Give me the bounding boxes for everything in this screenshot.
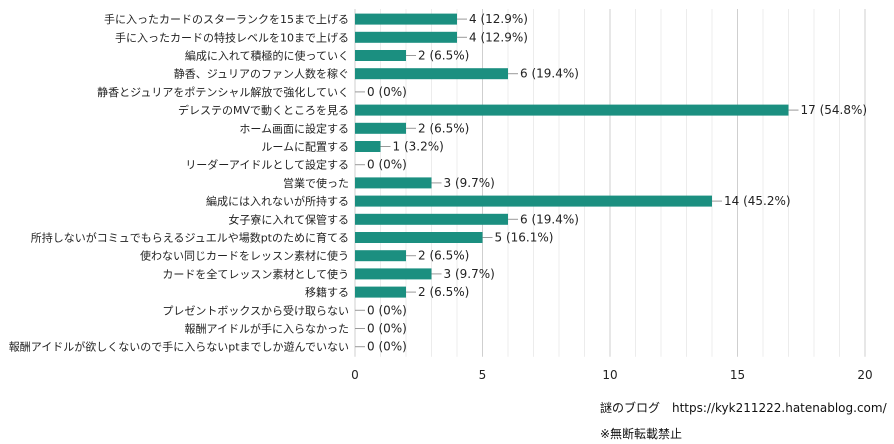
value-label: 14 (45.2%)	[724, 194, 791, 208]
value-label: 3 (9.7%)	[444, 176, 495, 190]
x-axis-ticks: 0 5 10 15 20	[351, 368, 872, 382]
category-label: 報酬アイドルが欲しくないので手に入らないptまでしか遊んでいない	[9, 340, 349, 354]
category-label: ルームに配置する	[261, 141, 349, 154]
bar	[355, 250, 406, 262]
blog-credit: 謎のブログ https://kyk211222.hatenablog.com/	[600, 401, 887, 415]
value-label: 17 (54.8%)	[801, 103, 868, 117]
bar	[355, 13, 457, 25]
bar	[355, 122, 406, 134]
value-label: 5 (16.1%)	[495, 231, 554, 245]
bar	[355, 68, 508, 80]
value-label: 6 (19.4%)	[520, 67, 579, 81]
value-label: 0 (0%)	[367, 340, 407, 354]
category-label: 女子寮に入れて保管する	[228, 212, 349, 226]
value-label: 3 (9.7%)	[444, 267, 495, 281]
bar	[355, 31, 457, 43]
value-label: 0 (0%)	[367, 85, 407, 99]
bar	[355, 195, 712, 207]
x-tick-label: 15	[730, 368, 745, 382]
category-label: 所持しないがコミュでもらえるジュエルや場数ptのために育てる	[31, 231, 349, 245]
bar	[355, 232, 483, 243]
bars	[355, 13, 789, 298]
bar	[355, 50, 406, 61]
x-tick-label: 20	[857, 368, 872, 382]
x-tick-label: 0	[351, 368, 359, 382]
category-label: リーダーアイドルとして設定する	[185, 158, 349, 172]
value-label: 2 (6.5%)	[418, 121, 469, 135]
x-tick-label: 5	[479, 368, 487, 382]
category-label: 静香、ジュリアのファン人数を稼ぐ	[174, 67, 349, 81]
category-label: ホーム画面に設定する	[239, 121, 349, 135]
value-label: 4 (12.9%)	[469, 30, 528, 44]
category-labels: 手に入ったカードのスターランクを15まで上げる手に入ったカードの特技レベルを10…	[9, 12, 349, 354]
value-label: 0 (0%)	[367, 158, 407, 172]
category-label: 手に入ったカードのスターランクを15まで上げる	[104, 12, 349, 26]
bar	[355, 141, 381, 152]
category-label: 手に入ったカードの特技レベルを10まで上げる	[115, 30, 349, 44]
category-label: カードを全てレッスン素材として使う	[162, 267, 349, 281]
value-label: 0 (0%)	[367, 303, 407, 317]
category-label: 移籍する	[305, 285, 349, 299]
x-tick-label: 10	[602, 368, 617, 382]
category-label: 編成には入れないが所持する	[206, 194, 349, 208]
gridlines	[354, 9, 866, 357]
bar	[355, 177, 432, 189]
category-label: 静香とジュリアをポテンシャル解放で強化していく	[97, 85, 349, 99]
bar	[355, 268, 432, 280]
value-label: 2 (6.5%)	[418, 285, 469, 299]
value-label: 2 (6.5%)	[418, 49, 469, 63]
bar	[355, 104, 789, 116]
category-label: 編成に入れて積極的に使っていく	[185, 49, 349, 63]
value-label: 0 (0%)	[367, 322, 407, 336]
value-label: 6 (19.4%)	[520, 212, 579, 226]
value-label: 4 (12.9%)	[469, 12, 528, 26]
value-label: 1 (3.2%)	[393, 140, 444, 154]
category-label: デレステのMVで動くところを見る	[178, 103, 349, 117]
copyright-notice: ※無断転載禁止	[600, 427, 683, 441]
value-label: 2 (6.5%)	[418, 249, 469, 263]
category-label: 使わない同じカードをレッスン素材に使う	[140, 249, 349, 263]
category-label: 報酬アイドルが手に入らなかった	[185, 322, 349, 336]
bar	[355, 213, 508, 225]
bar	[355, 286, 406, 298]
category-label: 営業で使った	[283, 176, 349, 190]
category-label: プレゼントボックスから受け取らない	[162, 304, 349, 317]
value-labels: 4 (12.9%)4 (12.9%)2 (6.5%)6 (19.4%)0 (0%…	[355, 12, 867, 354]
